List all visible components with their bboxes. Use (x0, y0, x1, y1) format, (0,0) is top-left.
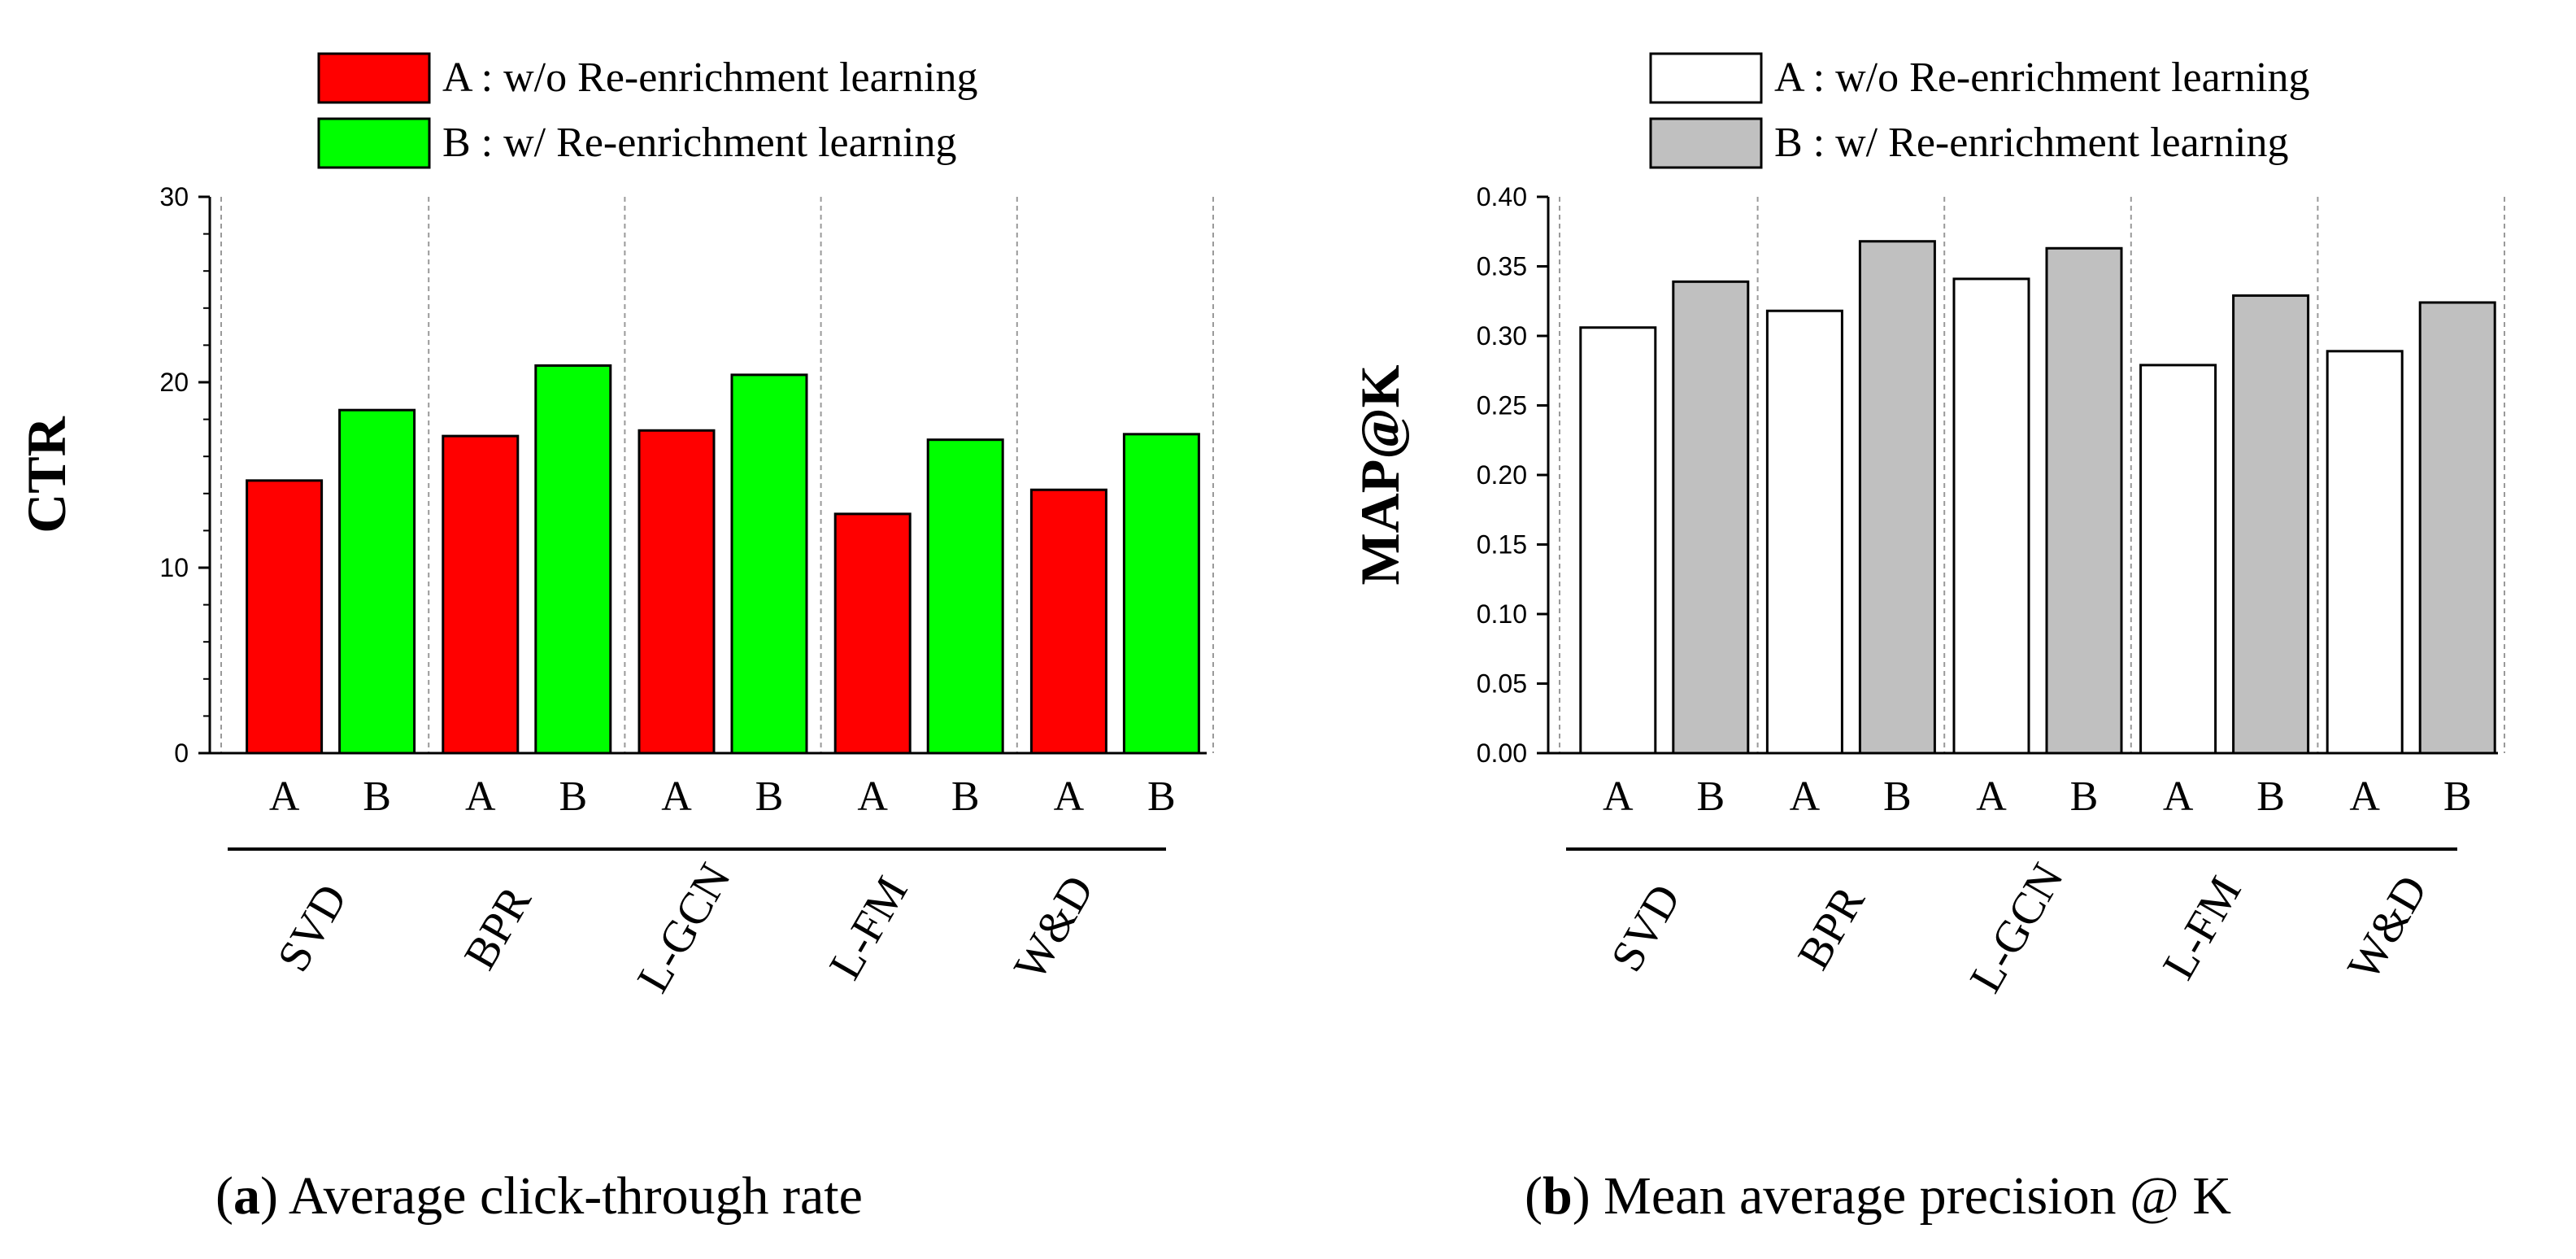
x-category-label: B (1696, 773, 1725, 820)
x-category-label: A (1603, 773, 1634, 820)
y-tick-label: 0.00 (1477, 738, 1527, 768)
bar-svd-a (246, 479, 324, 755)
group-label: L-GCN (1960, 855, 2073, 1000)
x-category-label: A (1790, 773, 1821, 820)
legend-label-a: A : w/o Re-enrichment learning (442, 54, 977, 101)
bar-lfm-a (2139, 364, 2217, 755)
bar-wd-b (2418, 301, 2496, 755)
y-tick-label: 30 (159, 182, 189, 211)
bar-lfm-b (926, 438, 1004, 755)
legend-label-a: A : w/o Re-enrichment learning (1774, 54, 2309, 101)
bar-svd-a (1579, 326, 1657, 755)
legend-swatch-a (317, 52, 431, 104)
bar-bpr-b (534, 364, 612, 755)
bar-lfm-a (833, 512, 912, 755)
bar-wd-a (2326, 350, 2404, 755)
legend-label-b: B : w/ Re-enrichment learning (1774, 120, 2288, 166)
y-tick-label: 0.10 (1477, 599, 1527, 629)
y-tick-label: 20 (159, 368, 189, 397)
x-category-label: A (661, 773, 692, 820)
x-category-label: A (2349, 773, 2380, 820)
y-axis-label: MAP@K (1349, 364, 1411, 585)
x-category-label: B (363, 773, 391, 820)
y-tick-label: 0.15 (1477, 530, 1527, 560)
bar-lgcn-b (730, 373, 808, 755)
legend-label-b: B : w/ Re-enrichment learning (442, 120, 956, 166)
group-label: SVD (268, 876, 358, 980)
group-label: BPR (1788, 878, 1875, 978)
group-label: BPR (455, 878, 542, 978)
y-tick-label: 0.25 (1477, 391, 1527, 420)
x-category-label: A (857, 773, 888, 820)
bar-lgcn-a (1952, 277, 2030, 755)
x-category-label: B (1883, 773, 1912, 820)
bar-lgcn-b (2045, 246, 2123, 755)
y-tick-label: 0.35 (1477, 252, 1527, 281)
legend-swatch-b (1649, 117, 1763, 169)
x-category-label: A (269, 773, 300, 820)
x-category-label: B (1147, 773, 1176, 820)
x-category-label: B (2443, 773, 2472, 820)
x-category-label: A (465, 773, 496, 820)
group-label: W&D (1004, 867, 1103, 989)
group-label: SVD (1602, 876, 1691, 980)
group-label: L-GCN (628, 855, 741, 1000)
y-tick-label: 0.30 (1477, 321, 1527, 351)
x-category-label: A (1976, 773, 2007, 820)
legend-swatch-b (317, 117, 431, 169)
x-category-label: B (951, 773, 980, 820)
x-category-label: A (2163, 773, 2194, 820)
x-category-label: B (2256, 773, 2285, 820)
x-category-label: B (755, 773, 784, 820)
bar-bpr-b (1858, 240, 1936, 755)
bar-svd-b (338, 408, 416, 755)
y-tick-label: 0 (174, 738, 189, 768)
caption: (b) Mean average precision @ K (1525, 1166, 2231, 1226)
x-category-label: A (1054, 773, 1085, 820)
bar-wd-a (1029, 488, 1107, 755)
group-label: L-FM (2153, 869, 2252, 988)
x-category-label: B (559, 773, 587, 820)
y-tick-label: 0.40 (1477, 182, 1527, 211)
x-category-label: B (2070, 773, 2099, 820)
y-axis-label: CTR (15, 416, 77, 533)
legend-swatch-a (1649, 52, 1763, 104)
group-label: W&D (2338, 867, 2437, 989)
bar-bpr-a (1765, 309, 1843, 755)
bar-lgcn-a (637, 429, 716, 755)
bar-lfm-b (2232, 294, 2310, 755)
y-tick-label: 0.20 (1477, 460, 1527, 490)
bar-bpr-a (442, 434, 520, 755)
y-tick-label: 10 (159, 553, 189, 582)
y-tick-label: 0.05 (1477, 669, 1527, 699)
caption: (a) Average click-through rate (215, 1166, 863, 1226)
bar-svd-b (1672, 280, 1750, 755)
bar-wd-b (1122, 433, 1200, 755)
group-label: L-FM (820, 869, 918, 988)
